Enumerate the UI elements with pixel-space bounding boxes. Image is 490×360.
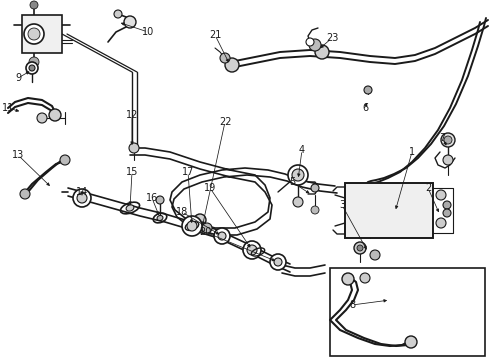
Circle shape bbox=[405, 336, 417, 348]
Bar bbox=[345, 183, 433, 238]
Text: 15: 15 bbox=[126, 167, 138, 177]
Circle shape bbox=[129, 143, 139, 153]
Circle shape bbox=[182, 216, 202, 236]
Circle shape bbox=[354, 242, 366, 254]
Circle shape bbox=[214, 228, 230, 244]
Text: 9: 9 bbox=[15, 73, 21, 83]
Circle shape bbox=[124, 16, 136, 28]
Text: 6: 6 bbox=[362, 103, 368, 113]
Circle shape bbox=[220, 53, 230, 63]
Circle shape bbox=[315, 45, 329, 59]
Circle shape bbox=[247, 245, 257, 255]
Circle shape bbox=[364, 86, 372, 94]
Text: 18: 18 bbox=[176, 207, 188, 217]
Circle shape bbox=[306, 38, 314, 46]
Circle shape bbox=[243, 241, 261, 259]
Text: 3: 3 bbox=[339, 200, 345, 210]
Text: 19: 19 bbox=[204, 183, 216, 193]
Circle shape bbox=[443, 201, 451, 209]
Bar bbox=[22, 15, 62, 53]
Circle shape bbox=[342, 273, 354, 285]
Circle shape bbox=[187, 221, 197, 231]
Text: 20: 20 bbox=[199, 227, 211, 237]
Text: 12: 12 bbox=[126, 110, 138, 120]
Circle shape bbox=[225, 58, 239, 72]
Circle shape bbox=[24, 24, 44, 44]
Circle shape bbox=[436, 190, 446, 200]
Text: 7: 7 bbox=[439, 133, 445, 143]
Circle shape bbox=[26, 62, 38, 74]
Circle shape bbox=[73, 189, 91, 207]
Circle shape bbox=[49, 109, 61, 121]
Circle shape bbox=[311, 206, 319, 214]
Circle shape bbox=[288, 165, 308, 185]
Ellipse shape bbox=[126, 205, 134, 211]
Circle shape bbox=[270, 254, 286, 270]
Circle shape bbox=[77, 193, 87, 203]
Circle shape bbox=[60, 155, 70, 165]
Text: 1: 1 bbox=[409, 147, 415, 157]
Circle shape bbox=[274, 258, 282, 266]
Circle shape bbox=[444, 136, 452, 144]
Text: 5: 5 bbox=[289, 177, 295, 187]
Circle shape bbox=[20, 189, 30, 199]
Circle shape bbox=[202, 223, 212, 233]
Text: 23: 23 bbox=[326, 33, 338, 43]
Circle shape bbox=[309, 39, 321, 51]
Text: 4: 4 bbox=[299, 145, 305, 155]
Circle shape bbox=[441, 133, 455, 147]
Circle shape bbox=[443, 155, 453, 165]
Bar bbox=[330, 268, 485, 356]
Text: 14: 14 bbox=[76, 187, 88, 197]
Ellipse shape bbox=[157, 215, 163, 221]
Circle shape bbox=[30, 1, 38, 9]
Text: 8: 8 bbox=[349, 300, 355, 310]
Circle shape bbox=[218, 232, 226, 240]
Circle shape bbox=[443, 209, 451, 217]
Text: 2: 2 bbox=[425, 183, 431, 193]
Circle shape bbox=[114, 10, 122, 18]
Circle shape bbox=[360, 273, 370, 283]
Circle shape bbox=[37, 113, 47, 123]
Circle shape bbox=[156, 196, 164, 204]
Text: 13: 13 bbox=[12, 150, 24, 160]
Text: 17: 17 bbox=[182, 167, 194, 177]
Circle shape bbox=[29, 57, 39, 67]
Circle shape bbox=[28, 28, 40, 40]
Circle shape bbox=[293, 197, 303, 207]
Circle shape bbox=[29, 65, 35, 71]
Circle shape bbox=[194, 214, 206, 226]
Text: 10: 10 bbox=[142, 27, 154, 37]
Text: 21: 21 bbox=[209, 30, 221, 40]
Circle shape bbox=[311, 184, 319, 192]
Circle shape bbox=[357, 245, 363, 251]
Text: 16: 16 bbox=[146, 193, 158, 203]
Circle shape bbox=[292, 169, 304, 181]
Circle shape bbox=[370, 250, 380, 260]
Text: 11: 11 bbox=[2, 103, 14, 113]
Circle shape bbox=[436, 218, 446, 228]
Text: 22: 22 bbox=[219, 117, 231, 127]
